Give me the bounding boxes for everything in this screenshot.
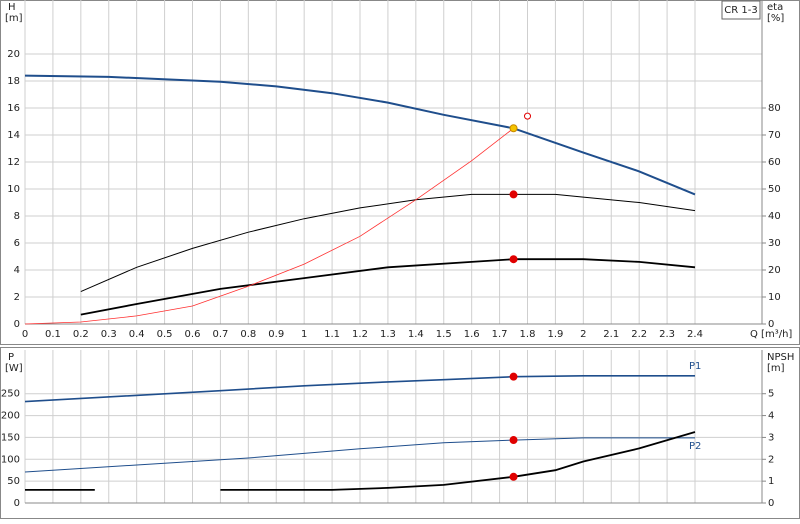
series-line: [80, 258, 696, 316]
x-tick-label: 0.5: [157, 329, 173, 340]
top-panel-frame: [0, 0, 800, 345]
y-tick-label: 100: [1, 454, 20, 465]
x-label: Q [m³/h]: [750, 329, 792, 340]
y2-tick-label: 0: [768, 319, 774, 330]
x-tick-label: 1.5: [436, 329, 452, 340]
y2-tick-label: 20: [768, 265, 781, 276]
y-tick-label: 0: [14, 319, 20, 330]
y2-unit: [m]: [767, 363, 785, 374]
x-tick-label: 0.2: [73, 329, 89, 340]
y-tick-label: 0: [14, 498, 20, 509]
series-line: [24, 127, 514, 325]
y-tick-label: 8: [14, 211, 20, 222]
operating-point: [509, 255, 518, 264]
annotation-box: [721, 0, 761, 20]
y-tick-label: 200: [1, 411, 20, 422]
x-tick-label: 0.8: [240, 329, 256, 340]
x-tick-label: 0.9: [268, 329, 284, 340]
operating-point: [509, 190, 518, 199]
y2-label: eta: [767, 2, 783, 13]
y-tick-label: 2: [14, 292, 20, 303]
x-tick-label: 0.1: [45, 329, 61, 340]
x-tick-label: 1.8: [520, 329, 536, 340]
y2-tick-label: 10: [768, 292, 781, 303]
x-tick-label: 1.3: [380, 329, 396, 340]
x-tick-label: 1.7: [492, 329, 508, 340]
x-tick-label: 1.2: [352, 329, 368, 340]
x-tick-label: 1.9: [547, 329, 563, 340]
y-label: H: [8, 2, 16, 13]
y2-tick-label: 0: [768, 498, 774, 509]
y2-tick-label: 1: [768, 476, 774, 487]
operating-point: [509, 372, 518, 381]
y-tick-label: 6: [14, 238, 20, 249]
x-tick-label: 2.3: [659, 329, 675, 340]
annotation: CR 1-3: [724, 5, 757, 16]
y-unit: [m]: [5, 13, 23, 24]
y-tick-label: 16: [7, 103, 20, 114]
x-tick-label: 0.7: [212, 329, 228, 340]
y2-tick-label: 5: [768, 389, 774, 400]
operating-point: [509, 124, 518, 133]
x-tick-label: 0: [22, 329, 28, 340]
y2-tick-label: 3: [768, 432, 774, 443]
operating-point: [509, 472, 518, 481]
series-line: [24, 437, 695, 473]
x-tick-label: 2.2: [631, 329, 647, 340]
y2-label: NPSH: [767, 352, 794, 363]
y2-tick-label: 4: [768, 411, 774, 422]
y-tick-label: 14: [7, 130, 20, 141]
y2-unit: [%]: [767, 13, 784, 24]
operating-point: [524, 112, 531, 120]
y-tick-label: 4: [14, 265, 20, 276]
y-tick-label: 20: [7, 49, 20, 60]
y-tick-label: 250: [1, 389, 20, 400]
series-label: P1: [689, 361, 701, 372]
x-tick-label: 1.6: [464, 329, 480, 340]
operating-point: [509, 436, 518, 445]
series-line: [24, 375, 695, 403]
y-tick-label: 150: [1, 432, 20, 443]
x-tick-label: 2.4: [687, 329, 703, 340]
y2-tick-label: 70: [768, 130, 781, 141]
bottom-panel-frame: [0, 347, 800, 519]
y2-tick-label: 60: [768, 157, 781, 168]
series-label: P2: [689, 441, 701, 452]
y-tick-label: 50: [7, 476, 20, 487]
y2-tick-label: 50: [768, 184, 781, 195]
y2-tick-label: 2: [768, 454, 774, 465]
y-label: P: [8, 352, 14, 363]
y-unit: [W]: [5, 363, 23, 374]
x-tick-label: 1: [301, 329, 307, 340]
x-tick-label: 0.3: [101, 329, 117, 340]
x-tick-label: 1.4: [408, 329, 424, 340]
series-line: [24, 74, 696, 196]
y2-tick-label: 30: [768, 238, 781, 249]
y-tick-label: 10: [7, 184, 20, 195]
x-tick-label: 1.1: [324, 329, 340, 340]
y2-tick-label: 80: [768, 103, 781, 114]
x-tick-label: 0.4: [129, 329, 145, 340]
x-tick-label: 0.6: [185, 329, 201, 340]
x-tick-label: 2: [580, 329, 586, 340]
y-tick-label: 12: [7, 157, 20, 168]
y-tick-label: 18: [7, 76, 20, 87]
x-tick-label: 2.1: [603, 329, 619, 340]
y2-tick-label: 40: [768, 211, 781, 222]
